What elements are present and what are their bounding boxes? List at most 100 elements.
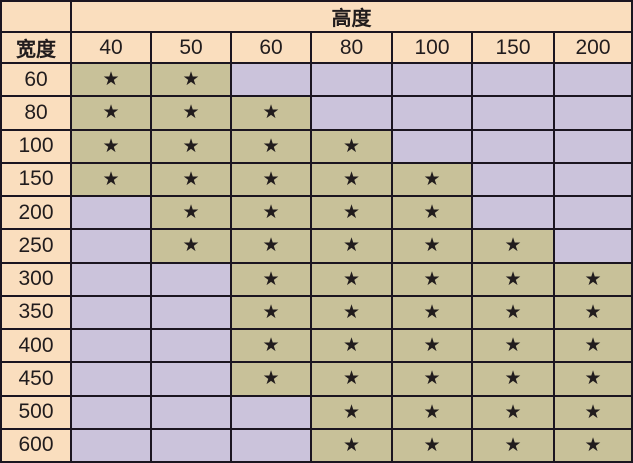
table-row: 80 ★ ★ ★ — [0, 95, 633, 131]
empty-cell — [391, 61, 473, 98]
star-cell: ★ — [230, 228, 312, 264]
empty-cell — [391, 128, 473, 164]
empty-cell — [471, 194, 555, 231]
table-row: 100 ★ ★ ★ ★ — [0, 128, 633, 164]
row-label: 200 — [0, 194, 72, 231]
column-header: 200 — [553, 31, 633, 64]
empty-cell — [553, 95, 633, 131]
table-row: 150 ★ ★ ★ ★ ★ — [0, 161, 633, 198]
star-cell: ★ — [391, 394, 473, 430]
star-cell: ★ — [553, 261, 633, 297]
empty-cell — [230, 427, 312, 463]
row-label: 100 — [0, 128, 72, 164]
empty-cell — [70, 327, 152, 364]
star-cell: ★ — [391, 327, 473, 364]
star-cell: ★ — [553, 427, 633, 463]
star-cell: ★ — [150, 161, 232, 198]
table-row: 200 ★ ★ ★ ★ — [0, 194, 633, 231]
empty-cell — [230, 394, 312, 430]
star-cell: ★ — [310, 361, 393, 397]
star-cell: ★ — [150, 95, 232, 131]
star-cell: ★ — [391, 161, 473, 198]
row-label: 350 — [0, 294, 72, 331]
column-header: 100 — [391, 31, 473, 64]
group-header-row: 高度 — [0, 0, 633, 33]
star-cell: ★ — [230, 161, 312, 198]
star-cell: ★ — [150, 228, 232, 264]
empty-cell — [150, 327, 232, 364]
column-header: 80 — [310, 31, 393, 64]
star-cell: ★ — [391, 228, 473, 264]
empty-cell — [471, 61, 555, 98]
star-cell: ★ — [70, 161, 152, 198]
row-label: 150 — [0, 161, 72, 198]
star-cell: ★ — [230, 261, 312, 297]
star-cell: ★ — [230, 128, 312, 164]
empty-cell — [70, 394, 152, 430]
empty-cell — [310, 95, 393, 131]
table-row: 400 ★ ★ ★ ★ ★ — [0, 327, 633, 364]
empty-cell — [553, 128, 633, 164]
star-cell: ★ — [553, 327, 633, 364]
row-label: 600 — [0, 427, 72, 463]
star-cell: ★ — [310, 128, 393, 164]
star-cell: ★ — [230, 95, 312, 131]
star-cell: ★ — [70, 128, 152, 164]
star-cell: ★ — [150, 128, 232, 164]
table-row: 450 ★ ★ ★ ★ ★ — [0, 361, 633, 397]
matrix-header: 高度 宽度 40 50 60 80 100 150 200 — [0, 0, 633, 64]
star-cell: ★ — [471, 294, 555, 331]
star-cell: ★ — [310, 427, 393, 463]
column-group-label: 高度 — [70, 0, 633, 33]
column-header-row: 宽度 40 50 60 80 100 150 200 — [0, 31, 633, 64]
star-cell: ★ — [150, 194, 232, 231]
row-label: 60 — [0, 61, 72, 98]
star-cell: ★ — [230, 194, 312, 231]
row-label: 250 — [0, 228, 72, 264]
star-cell: ★ — [391, 261, 473, 297]
table-row: 500 ★ ★ ★ ★ — [0, 394, 633, 430]
star-cell: ★ — [553, 394, 633, 430]
empty-cell — [150, 261, 232, 297]
star-cell: ★ — [310, 161, 393, 198]
empty-cell — [150, 361, 232, 397]
column-header: 50 — [150, 31, 232, 64]
star-cell: ★ — [391, 294, 473, 331]
row-group-label: 宽度 — [0, 31, 72, 64]
row-label: 450 — [0, 361, 72, 397]
empty-cell — [70, 194, 152, 231]
empty-cell — [70, 361, 152, 397]
star-cell: ★ — [553, 361, 633, 397]
empty-cell — [553, 194, 633, 231]
star-cell: ★ — [310, 394, 393, 430]
star-cell: ★ — [230, 327, 312, 364]
star-cell: ★ — [230, 294, 312, 331]
star-cell: ★ — [391, 427, 473, 463]
table-row: 250 ★ ★ ★ ★ ★ — [0, 228, 633, 264]
star-cell: ★ — [230, 361, 312, 397]
table-row: 300 ★ ★ ★ ★ ★ — [0, 261, 633, 297]
star-cell: ★ — [471, 228, 555, 264]
star-cell: ★ — [70, 61, 152, 98]
star-cell: ★ — [471, 327, 555, 364]
star-cell: ★ — [310, 261, 393, 297]
corner-cell — [0, 0, 72, 33]
row-label: 80 — [0, 95, 72, 131]
star-cell: ★ — [553, 294, 633, 331]
star-cell: ★ — [150, 61, 232, 98]
empty-cell — [70, 294, 152, 331]
column-header: 150 — [471, 31, 555, 64]
empty-cell — [471, 161, 555, 198]
star-cell: ★ — [310, 228, 393, 264]
empty-cell — [230, 61, 312, 98]
empty-cell — [150, 294, 232, 331]
table-row: 60 ★ ★ — [0, 61, 633, 98]
empty-cell — [150, 394, 232, 430]
star-cell: ★ — [471, 394, 555, 430]
empty-cell — [70, 261, 152, 297]
star-cell: ★ — [391, 361, 473, 397]
star-cell: ★ — [391, 194, 473, 231]
empty-cell — [310, 61, 393, 98]
empty-cell — [70, 427, 152, 463]
